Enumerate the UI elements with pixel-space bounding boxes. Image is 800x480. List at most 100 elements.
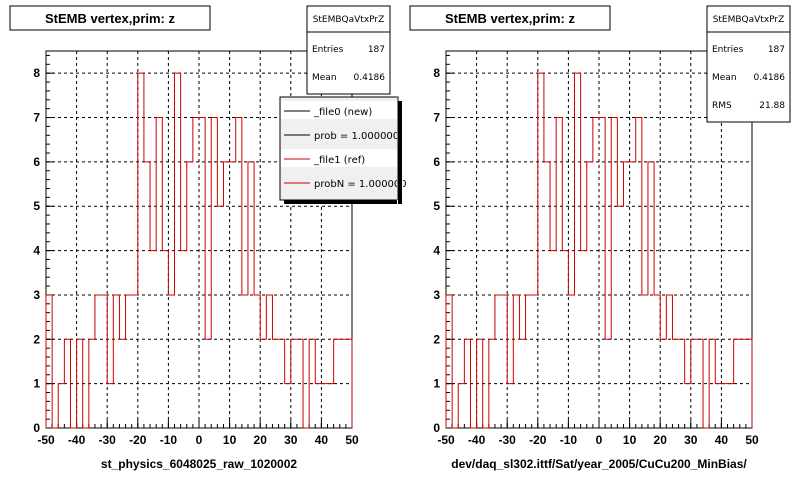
histogram-bin: [654, 295, 660, 428]
chart-title: StEMB vertex,prim: z: [445, 11, 576, 26]
histogram-bin: [721, 384, 727, 428]
histogram-bin: [660, 339, 666, 428]
histogram-bin: [168, 295, 174, 428]
histogram-bin: [538, 73, 544, 428]
histogram-bin: [193, 118, 199, 428]
histogram-bin: [89, 339, 95, 428]
histogram-bin: [211, 118, 217, 428]
histogram-bin: [526, 295, 532, 428]
y-tick-label: 5: [33, 199, 40, 213]
histogram-bin: [611, 118, 617, 428]
y-tick-label: 4: [33, 244, 40, 258]
histogram-bin: [101, 295, 107, 428]
histogram-bin: [672, 339, 678, 428]
histogram-bin: [291, 339, 297, 428]
histogram-bin: [599, 118, 605, 428]
histogram-bin: [728, 384, 734, 428]
histogram-bin: [58, 384, 64, 428]
y-tick-label: 4: [433, 244, 440, 258]
histogram-bin: [587, 162, 593, 428]
histogram-bin: [346, 339, 352, 428]
histogram-bin: [328, 384, 334, 428]
stats-box: [306, 5, 391, 95]
y-tick-label: 3: [433, 288, 440, 302]
histogram-bin: [581, 251, 587, 428]
legend-entry-bg: [281, 149, 397, 167]
x-tick-label: -10: [560, 433, 578, 447]
y-tick-label: 7: [33, 111, 40, 125]
histogram-bin: [321, 384, 327, 428]
histogram-bin: [254, 295, 260, 428]
histogram-bin: [107, 384, 113, 428]
histogram-bin: [623, 162, 629, 428]
histogram-bin: [464, 339, 470, 428]
chart-title: StEMB vertex,prim: z: [45, 11, 176, 26]
histogram-bin: [746, 339, 752, 428]
x-tick-label: -40: [68, 433, 86, 447]
stats-value: 0.4186: [754, 73, 786, 83]
y-tick-label: 5: [433, 199, 440, 213]
histogram-bin: [679, 339, 685, 428]
x-tick-label: 40: [715, 433, 729, 447]
y-tick-label: 1: [33, 377, 40, 391]
x-tick-label: 10: [623, 433, 637, 447]
histogram-bin: [162, 251, 168, 428]
stats-label: RMS: [712, 101, 732, 111]
histogram-bin: [556, 118, 562, 428]
histogram-bin: [126, 295, 132, 428]
histogram-bin: [691, 339, 697, 428]
histogram-panel-2: -50 -40 -30 -20 -10 0 10 20 30 40 50 0 1 2 3 4 5 6 7 8 dev/d…: [409, 5, 791, 471]
y-tick-label: 0: [433, 421, 440, 435]
histogram-bin: [175, 73, 181, 428]
histogram-bin: [709, 339, 715, 428]
x-tick-label: 30: [684, 433, 698, 447]
y-tick-label: 0: [33, 421, 40, 435]
x-tick-label: -50: [37, 433, 55, 447]
histogram-bin: [266, 295, 272, 428]
legend-entry-label: _file0 (new): [313, 107, 372, 118]
stats-value: 187: [368, 45, 385, 55]
stats-label: Entries: [712, 45, 744, 55]
histogram-bin: [568, 295, 574, 428]
legend-entry-bg: [281, 101, 397, 119]
legend-entry-bg: [281, 125, 397, 143]
histogram-bin: [513, 295, 519, 428]
y-tick-label: 2: [433, 332, 440, 346]
stats-label: Mean: [312, 73, 337, 83]
legend-entry-label: probN = 1.000000: [314, 179, 407, 190]
x-tick-label: -30: [499, 433, 517, 447]
histogram-bin: [217, 206, 223, 428]
stats-box: [706, 5, 791, 123]
x-axis-label: st_physics_6048025_raw_1020002: [101, 457, 297, 471]
histogram-bin: [77, 339, 83, 428]
histogram-bin: [617, 206, 623, 428]
histogram-bin: [575, 73, 581, 428]
stats-value: 21.88: [759, 101, 785, 111]
y-tick-label: 8: [433, 66, 440, 80]
histogram-bin: [489, 339, 495, 428]
x-tick-label: -10: [160, 433, 178, 447]
legend-shadow-right: [398, 101, 402, 204]
y-tick-label: 2: [33, 332, 40, 346]
histogram-bin: [446, 295, 452, 428]
legend-entry-bg: [281, 173, 397, 191]
x-tick-label: 50: [345, 433, 359, 447]
histogram-bin: [144, 162, 150, 428]
histogram-bin: [593, 118, 599, 428]
y-tick-label: 7: [433, 111, 440, 125]
stats-header: StEMBQaVtxPrZ: [313, 15, 385, 25]
histogram-bin: [187, 162, 193, 428]
histogram-bin: [205, 339, 211, 428]
histogram-bin: [242, 295, 248, 428]
histogram-bin: [272, 339, 278, 428]
histogram-bin: [740, 339, 746, 428]
histogram-bin: [199, 118, 205, 428]
title-box: [409, 5, 611, 31]
histogram-bin: [230, 162, 236, 428]
histogram-bin: [297, 339, 303, 428]
x-tick-label: 30: [284, 433, 298, 447]
histogram-bin: [477, 339, 483, 428]
histogram-bin: [309, 339, 315, 428]
histogram-bin: [648, 162, 654, 428]
x-tick-label: 0: [596, 433, 603, 447]
